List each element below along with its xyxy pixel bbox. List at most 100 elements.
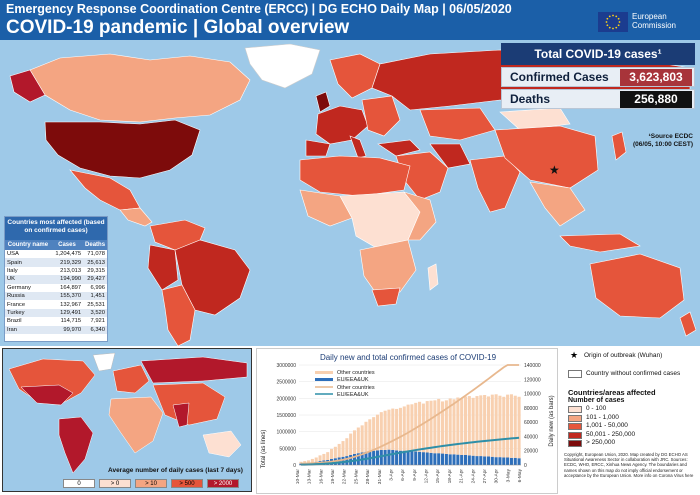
cell-cases: 129,491 <box>50 308 84 318</box>
map-region-spain[interactable] <box>305 139 331 157</box>
chart-xtick: 22-Mar <box>342 469 348 485</box>
chart-bar-other <box>452 399 456 455</box>
map-region-australia[interactable] <box>589 253 685 319</box>
map-region-greenland[interactable] <box>244 43 321 89</box>
map-region-peru[interactable] <box>147 244 179 291</box>
chart-bar-other <box>509 394 513 458</box>
chart-bar-eu <box>502 457 506 465</box>
chart-bar-other <box>395 408 399 451</box>
chart-bar-other <box>444 400 448 454</box>
table-row: Brazil 114,715 7,921 <box>5 317 107 325</box>
map-region-italy[interactable] <box>349 135 367 159</box>
cell-country: France <box>7 301 26 308</box>
map-region-kazakhstan[interactable] <box>419 107 496 141</box>
origin-star-icon[interactable]: ★ <box>549 163 560 177</box>
mini-region-south-america <box>58 416 94 474</box>
map-region-china[interactable] <box>494 125 599 189</box>
map-region-madagascar[interactable] <box>427 263 439 291</box>
map-region-west-africa[interactable] <box>299 189 353 227</box>
map-region-iran[interactable] <box>429 143 471 169</box>
chart-bar-eu <box>387 449 391 465</box>
cell-country: Italy <box>7 267 18 274</box>
minimap-svg <box>8 352 248 474</box>
map-region-western-europe[interactable] <box>315 105 369 145</box>
cell-country: Germany <box>7 284 31 291</box>
chart-bar-eu <box>483 456 487 465</box>
chart-bar-other <box>372 417 376 451</box>
chart-bar-eu <box>509 457 513 465</box>
chart-xtick: 15-Apr <box>435 469 441 484</box>
cell-country: UK <box>5 275 51 284</box>
chart-bar-eu <box>486 456 490 465</box>
map-region-eastern-europe[interactable] <box>361 95 401 137</box>
map-region-alaska[interactable] <box>9 69 46 103</box>
cell-country: USA <box>7 251 19 258</box>
deaths-value: 256,880 <box>620 91 692 108</box>
map-region-uk[interactable] <box>315 91 331 113</box>
chart-bar-eu <box>448 454 452 465</box>
map-region-turkey[interactable] <box>377 139 421 157</box>
chart-bar-other <box>337 443 341 458</box>
chart-bar-other <box>398 407 402 451</box>
chart-xtick: 10-Mar <box>295 469 301 485</box>
legend-class-label: 1,001 - 50,000 <box>586 422 628 430</box>
minimap-legend-4: > 2000 <box>207 479 239 488</box>
map-region-east-africa[interactable] <box>403 191 437 241</box>
map-region-japan[interactable] <box>611 131 627 161</box>
map-region-new-zealand[interactable] <box>679 311 697 337</box>
legend-class-swatch <box>568 440 582 448</box>
cell-deaths: 1,451 <box>83 291 107 301</box>
map-region-central-america[interactable] <box>119 207 153 227</box>
chart-bar-eu <box>433 453 437 465</box>
daily-cases-chart: Daily new and total confirmed cases of C… <box>256 348 558 494</box>
chart-xtick: 3-May <box>505 468 511 482</box>
chart-xtick: 6-May <box>517 468 523 482</box>
map-region-indonesia[interactable] <box>559 233 641 253</box>
map-region-mongolia[interactable] <box>499 107 571 131</box>
chart-bar-eu <box>402 450 406 465</box>
table-row: France 132,967 25,531 <box>5 300 107 308</box>
map-region-scandinavia[interactable] <box>329 53 381 99</box>
origin-star-legend-icon: ★ <box>570 350 579 360</box>
cell-cases: 1,204,475 <box>55 251 82 258</box>
chart-bar-other <box>433 400 437 454</box>
eu-logo-text: European Commission <box>632 12 677 30</box>
chart-bar-eu <box>517 458 521 465</box>
map-region-southeast-asia[interactable] <box>529 181 586 227</box>
legend-class-label: > 250,000 <box>586 439 616 447</box>
chart-ytick-left: 3000000 <box>277 363 297 369</box>
cell-cases: 99,970 <box>50 325 84 334</box>
chart-bar-eu <box>345 456 349 465</box>
chart-xtick: 9-Apr <box>412 469 418 481</box>
chart-xtick: 6-Apr <box>400 469 406 481</box>
cell-deaths: 25,531 <box>87 301 105 308</box>
countries-most-affected-table: Countries most affected (based on confir… <box>4 216 108 342</box>
chart-bar-other <box>322 453 326 461</box>
minimap-legend-2: > 10 <box>135 479 167 488</box>
map-region-usa[interactable] <box>44 119 201 179</box>
chart-bar-other <box>383 410 387 450</box>
map-region-southern-africa[interactable] <box>359 239 417 297</box>
minimap-legend-1: > 0 <box>99 479 131 488</box>
map-region-north-africa[interactable] <box>299 155 411 197</box>
chart-bar-other <box>379 412 383 450</box>
chart-xtick: 16-Mar <box>318 469 324 485</box>
chart-legend-other-line: Other countries <box>337 385 375 391</box>
map-region-southern-cone[interactable] <box>161 284 196 346</box>
chart-bar-eu <box>460 455 464 465</box>
map-region-canada[interactable] <box>29 53 251 123</box>
cell-cases: 194,990 <box>50 275 84 284</box>
chart-bar-eu <box>506 457 510 465</box>
minimap-legend-3: > 500 <box>171 479 203 488</box>
daily-cases-minimap[interactable]: Average number of daily cases (last 7 da… <box>2 348 252 492</box>
table-row: Italy 213,013 29,315 <box>5 267 107 275</box>
minimap-legend-0: 0 <box>63 479 95 488</box>
map-region-south-africa[interactable] <box>371 287 401 307</box>
chart-bar-other <box>437 398 441 454</box>
chart-bar-other <box>513 395 517 458</box>
totals-source: ¹Source ECDC (06/05, 10:00 CEST) <box>633 133 693 148</box>
legend-origin-label: Origin of outbreak (Wuhan) <box>584 352 663 359</box>
chart-bar-eu <box>398 450 402 465</box>
eu-commission-logo: European Commission <box>598 10 694 36</box>
cell-deaths: 29,427 <box>83 275 107 284</box>
